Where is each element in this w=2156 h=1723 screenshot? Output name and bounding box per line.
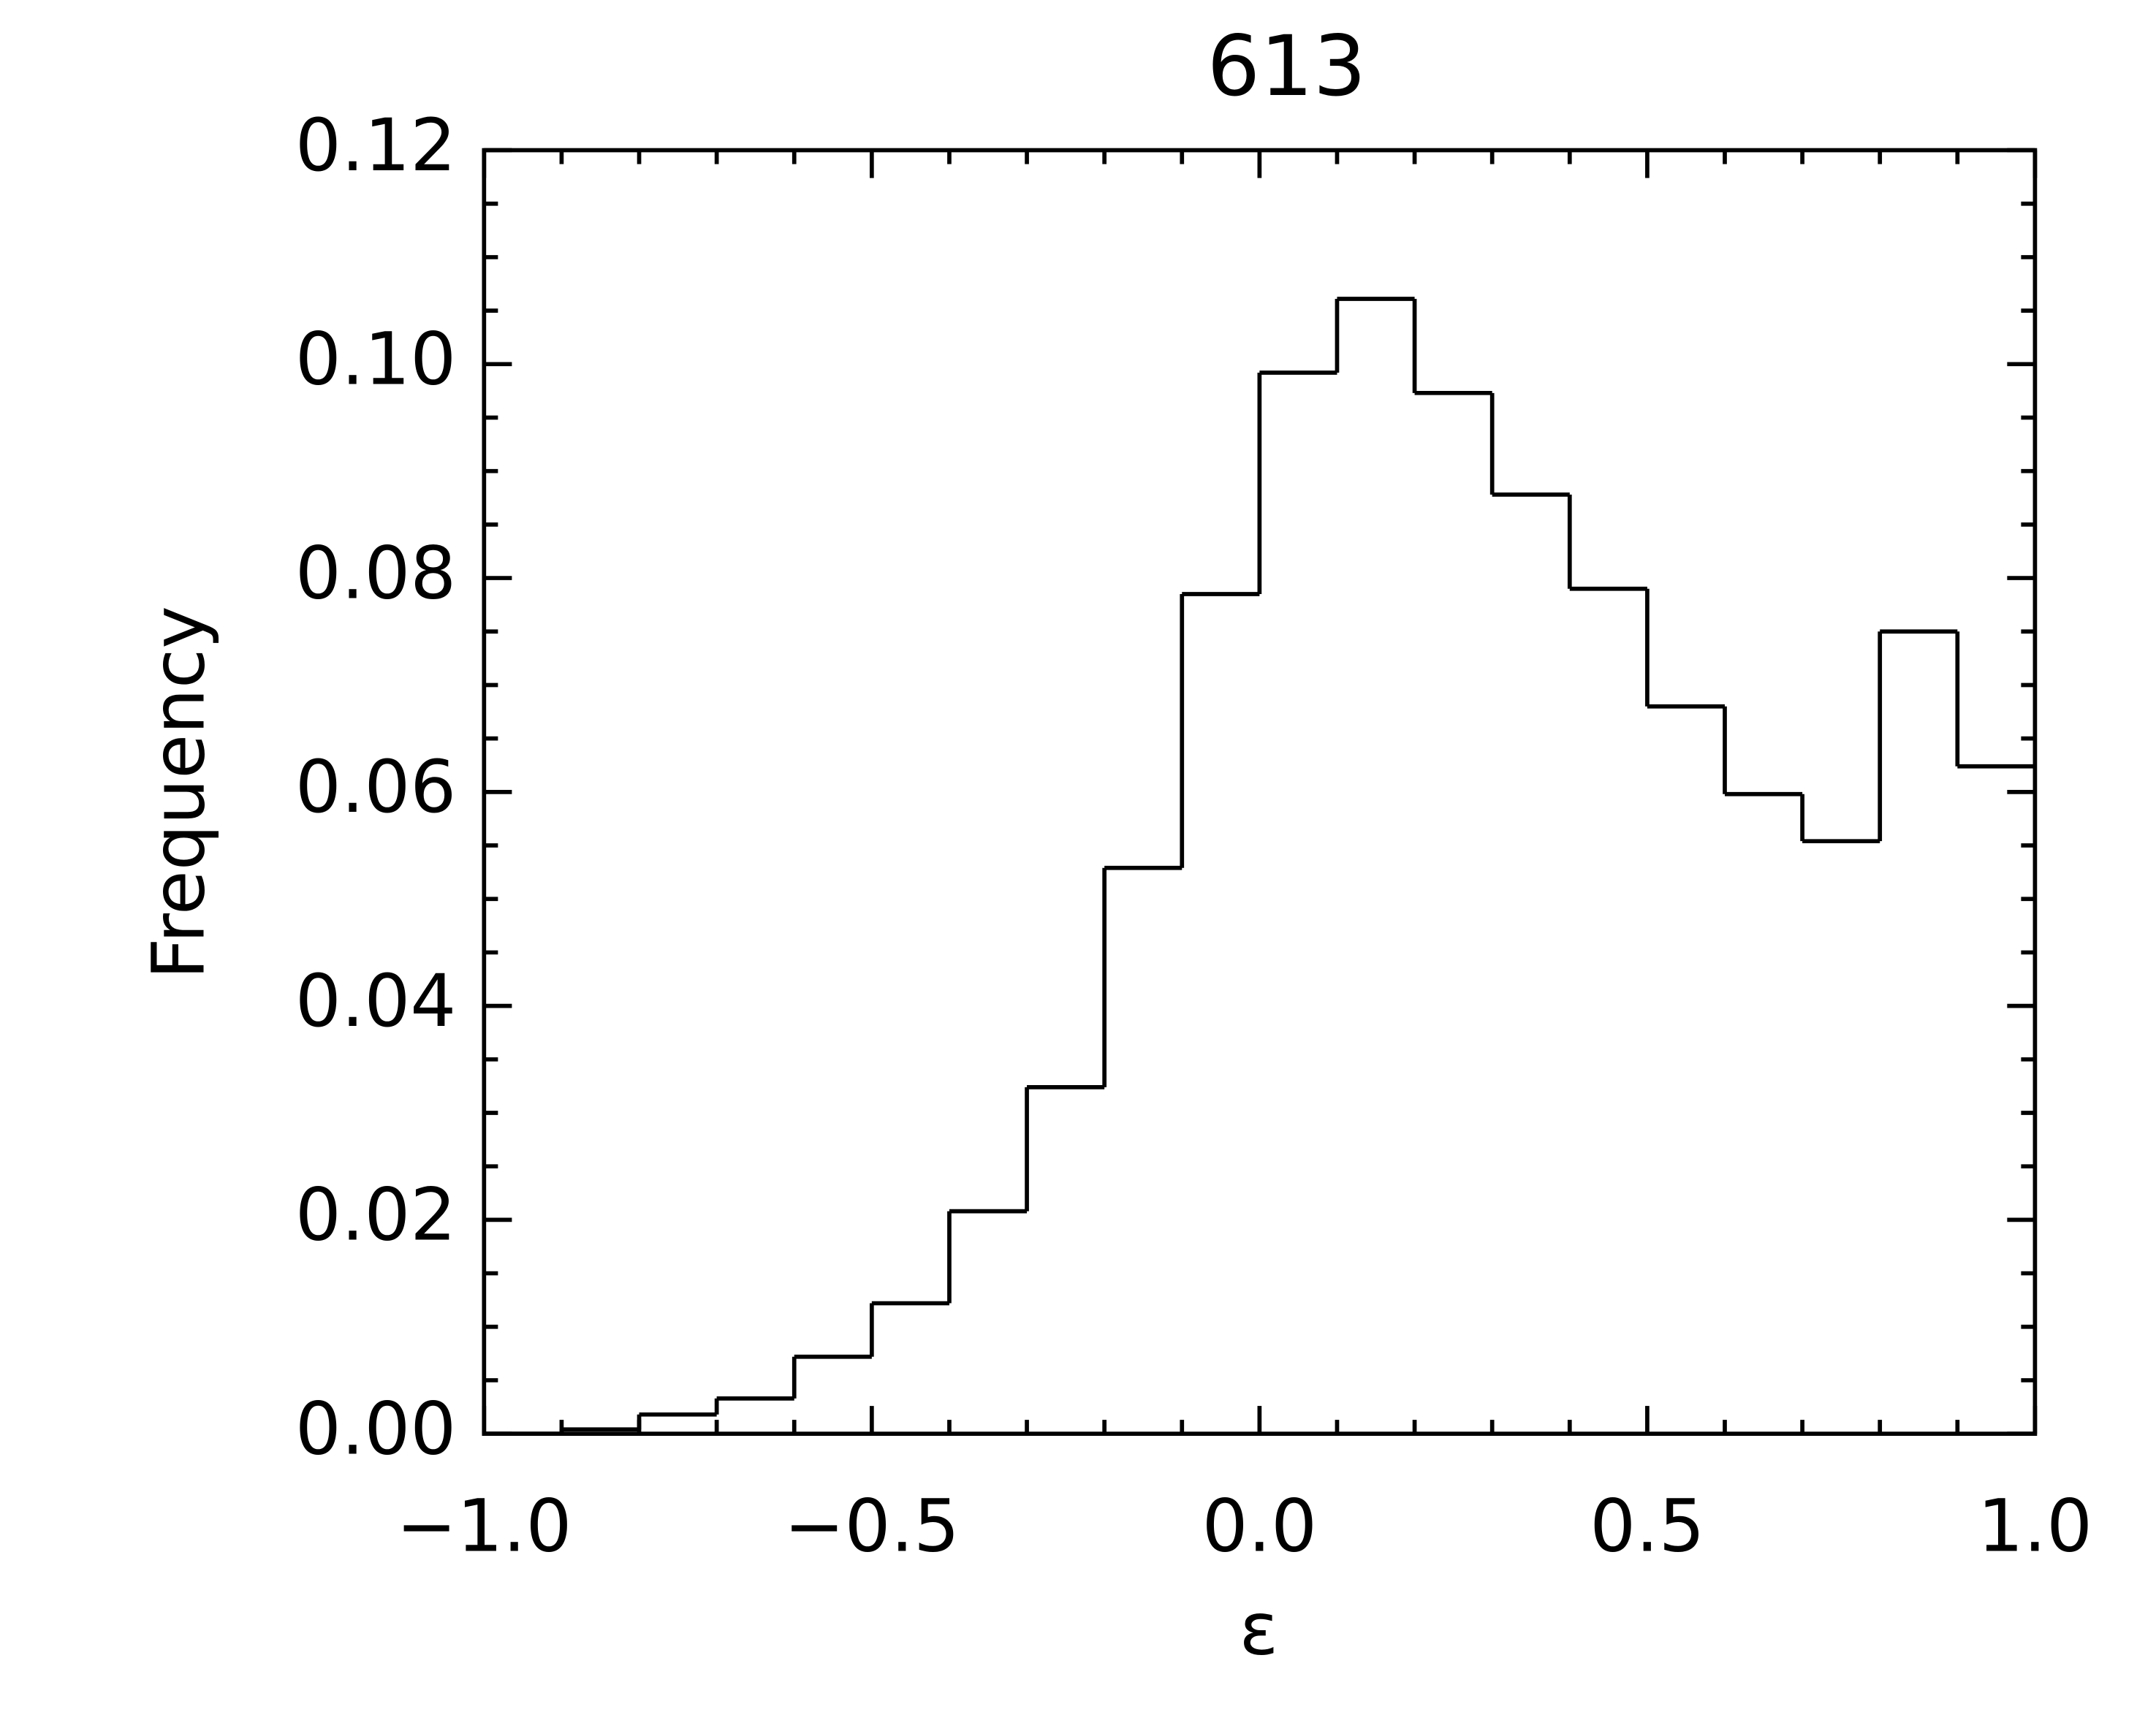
x-tick-label: −0.5 [784,1485,960,1569]
y-tick-label: 0.10 [295,318,456,402]
y-tick-label: 0.12 [295,104,456,188]
y-tick-label: 0.02 [295,1174,456,1258]
chart-title: 613 [1207,18,1367,115]
y-tick-label: 0.06 [295,745,456,829]
y-tick-label: 0.04 [295,959,456,1043]
plot-frame [482,148,2038,1436]
x-tick-label: 0.0 [1202,1485,1317,1569]
y-axis-label: Frequency [137,606,221,979]
x-tick-label: −1.0 [396,1485,572,1569]
x-tick-label: 0.5 [1590,1485,1704,1569]
y-tick-label: 0.08 [295,531,456,615]
x-tick-label: 1.0 [1978,1485,2092,1569]
y-tick-label: 0.00 [295,1387,456,1471]
x-axis-label: ε [1240,1588,1279,1672]
